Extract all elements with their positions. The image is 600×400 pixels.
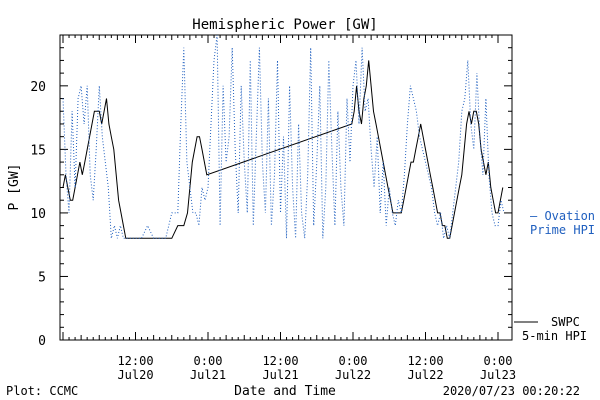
x-tick-label-time: 12:00 (407, 354, 443, 368)
x-tick-label-date: Jul21 (190, 368, 226, 382)
x-tick-label-date: Jul21 (262, 368, 298, 382)
y-tick-label: 0 (38, 334, 46, 349)
legend-ovation-line2: Prime HPI (530, 223, 595, 237)
y-axis: 0 5 10 15 20 (30, 34, 512, 349)
y-tick-label: 15 (30, 143, 46, 158)
x-tick-label-date: Jul23 (480, 368, 516, 382)
x-tick-label-time: 0:00 (484, 354, 513, 368)
y-tick-label: 20 (30, 80, 46, 95)
x-tick-label-time: 12:00 (117, 354, 153, 368)
plot-frame (59, 34, 513, 341)
y-axis-label: P [GW] (7, 164, 22, 211)
x-tick-label-date: Jul20 (117, 368, 153, 382)
x-tick-label-time: 12:00 (262, 354, 298, 368)
plot-credit: Plot: CCMC (6, 384, 78, 398)
y-tick-label: 10 (30, 207, 46, 222)
series-layer (62, 34, 505, 239)
legend-swpc: SWPC 5-min HPI (514, 315, 587, 343)
legend-swpc-line2: 5-min HPI (522, 329, 587, 343)
y-tick-label: 5 (38, 270, 46, 285)
series-swpc (62, 60, 504, 239)
x-tick-label-date: Jul22 (335, 368, 371, 382)
legend-ovation: — Ovation Prime HPI (530, 209, 595, 237)
legend-swpc-line1: SWPC (551, 315, 580, 329)
x-axis: 12:00Jul200:00Jul2112:00Jul210:00Jul2212… (62, 35, 516, 382)
series-ovation-prime (62, 34, 505, 239)
x-tick-label-time: 0:00 (339, 354, 368, 368)
x-tick-label-time: 0:00 (194, 354, 223, 368)
chart-title: Hemispheric Power [GW] (192, 17, 377, 33)
x-tick-label-date: Jul22 (407, 368, 443, 382)
legend-ovation-line1: — Ovation (530, 209, 595, 223)
timestamp: 2020/07/23 00:20:22 (443, 384, 580, 398)
x-axis-label: Date and Time (234, 384, 336, 399)
